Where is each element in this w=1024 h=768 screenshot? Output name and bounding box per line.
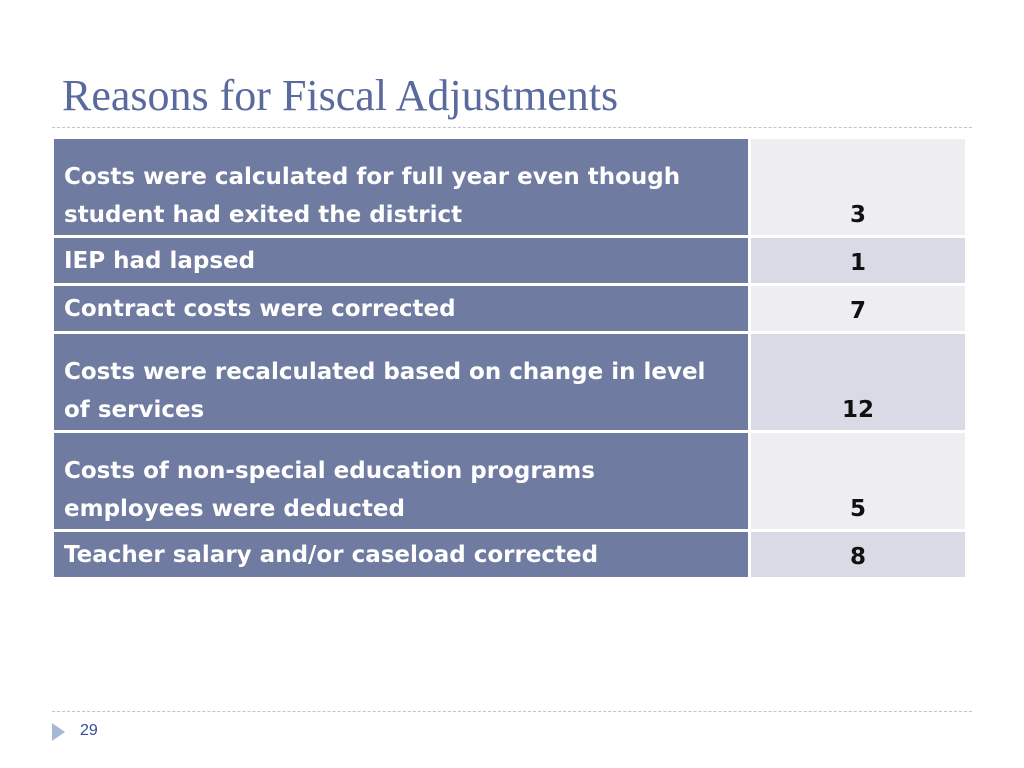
- table-row: IEP had lapsed 1: [51, 235, 968, 286]
- table-row: Costs were calculated for full year even…: [51, 136, 968, 238]
- count-cell: 7: [748, 283, 968, 334]
- reason-cell: Costs of non-special education programs …: [51, 430, 751, 532]
- slide-title: Reasons for Fiscal Adjustments: [62, 71, 619, 120]
- count-cell: 5: [748, 430, 968, 532]
- reason-cell: Teacher salary and/or caseload corrected: [51, 529, 751, 580]
- page-number: 29: [80, 722, 98, 739]
- title-divider: [52, 127, 972, 128]
- footer-divider: [52, 711, 972, 712]
- reason-cell: Costs were recalculated based on change …: [51, 331, 751, 433]
- table-row: Costs were recalculated based on change …: [51, 331, 968, 433]
- reason-cell: Contract costs were corrected: [51, 283, 751, 334]
- count-cell: 1: [748, 235, 968, 286]
- triangle-right-icon: [52, 723, 65, 741]
- reasons-table: Costs were calculated for full year even…: [51, 136, 968, 580]
- table-row: Costs of non-special education programs …: [51, 430, 968, 532]
- reasons-table-container: Costs were calculated for full year even…: [51, 136, 968, 580]
- reason-cell: IEP had lapsed: [51, 235, 751, 286]
- count-cell: 3: [748, 136, 968, 238]
- table-row: Contract costs were corrected 7: [51, 283, 968, 334]
- reason-cell: Costs were calculated for full year even…: [51, 136, 751, 238]
- table-row: Teacher salary and/or caseload corrected…: [51, 529, 968, 580]
- count-cell: 8: [748, 529, 968, 580]
- count-cell: 12: [748, 331, 968, 433]
